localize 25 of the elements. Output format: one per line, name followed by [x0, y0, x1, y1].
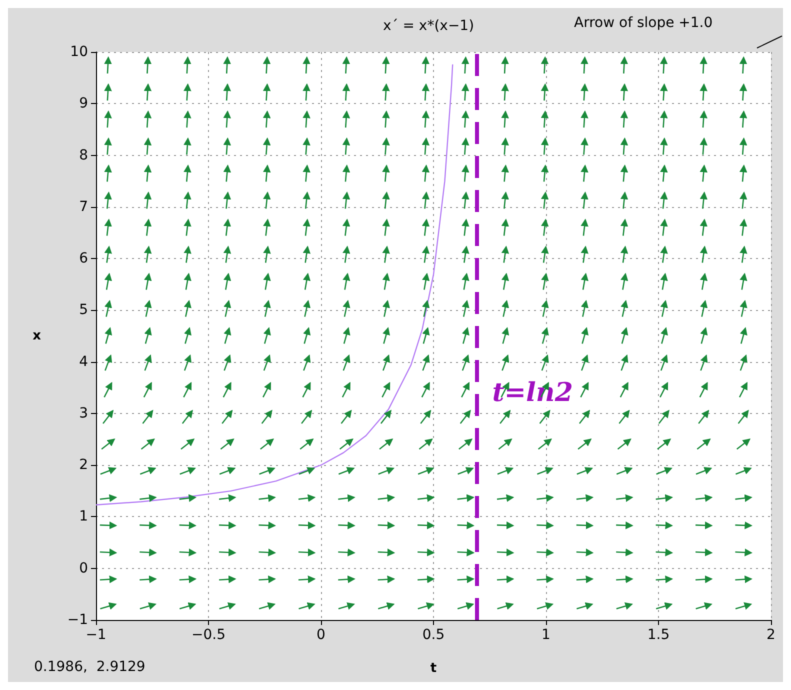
text: Arrow of slope +1.0 [574, 15, 713, 31]
y-tick-label: 4 [79, 354, 88, 370]
y-tick-label: 10 [70, 44, 88, 60]
chart-title: x´ = x*(x−1) [383, 18, 474, 34]
x-tick-label: 0 [316, 627, 326, 643]
x-tick-label: 2 [766, 627, 776, 643]
y-tick-label: 0 [79, 560, 88, 576]
y-tick-label: 9 [79, 96, 88, 112]
y-tick-label: 8 [79, 147, 88, 164]
y-tick-label: 3 [79, 405, 88, 422]
y-tick-label: 7 [79, 198, 88, 215]
x-tick-label: 0.5 [422, 627, 445, 643]
y-tick-label: 2 [79, 457, 88, 474]
y-tick-label: 6 [79, 250, 88, 267]
y-tick-label: −1 [67, 612, 88, 628]
line-series [95, 64, 454, 506]
x-axis-title: t [430, 661, 437, 676]
x-tick-label: −0.5 [192, 627, 226, 643]
y-tick-label: 1 [79, 508, 88, 525]
y-axis-title: x [32, 328, 42, 344]
x-tick-label: 1.5 [647, 627, 670, 643]
y-tick-label: 5 [79, 302, 88, 318]
text: 0.1986, 2.9129 [34, 659, 146, 675]
ref-line-label: t=ln2 [492, 378, 573, 408]
x-tick-label: 1 [542, 627, 550, 643]
